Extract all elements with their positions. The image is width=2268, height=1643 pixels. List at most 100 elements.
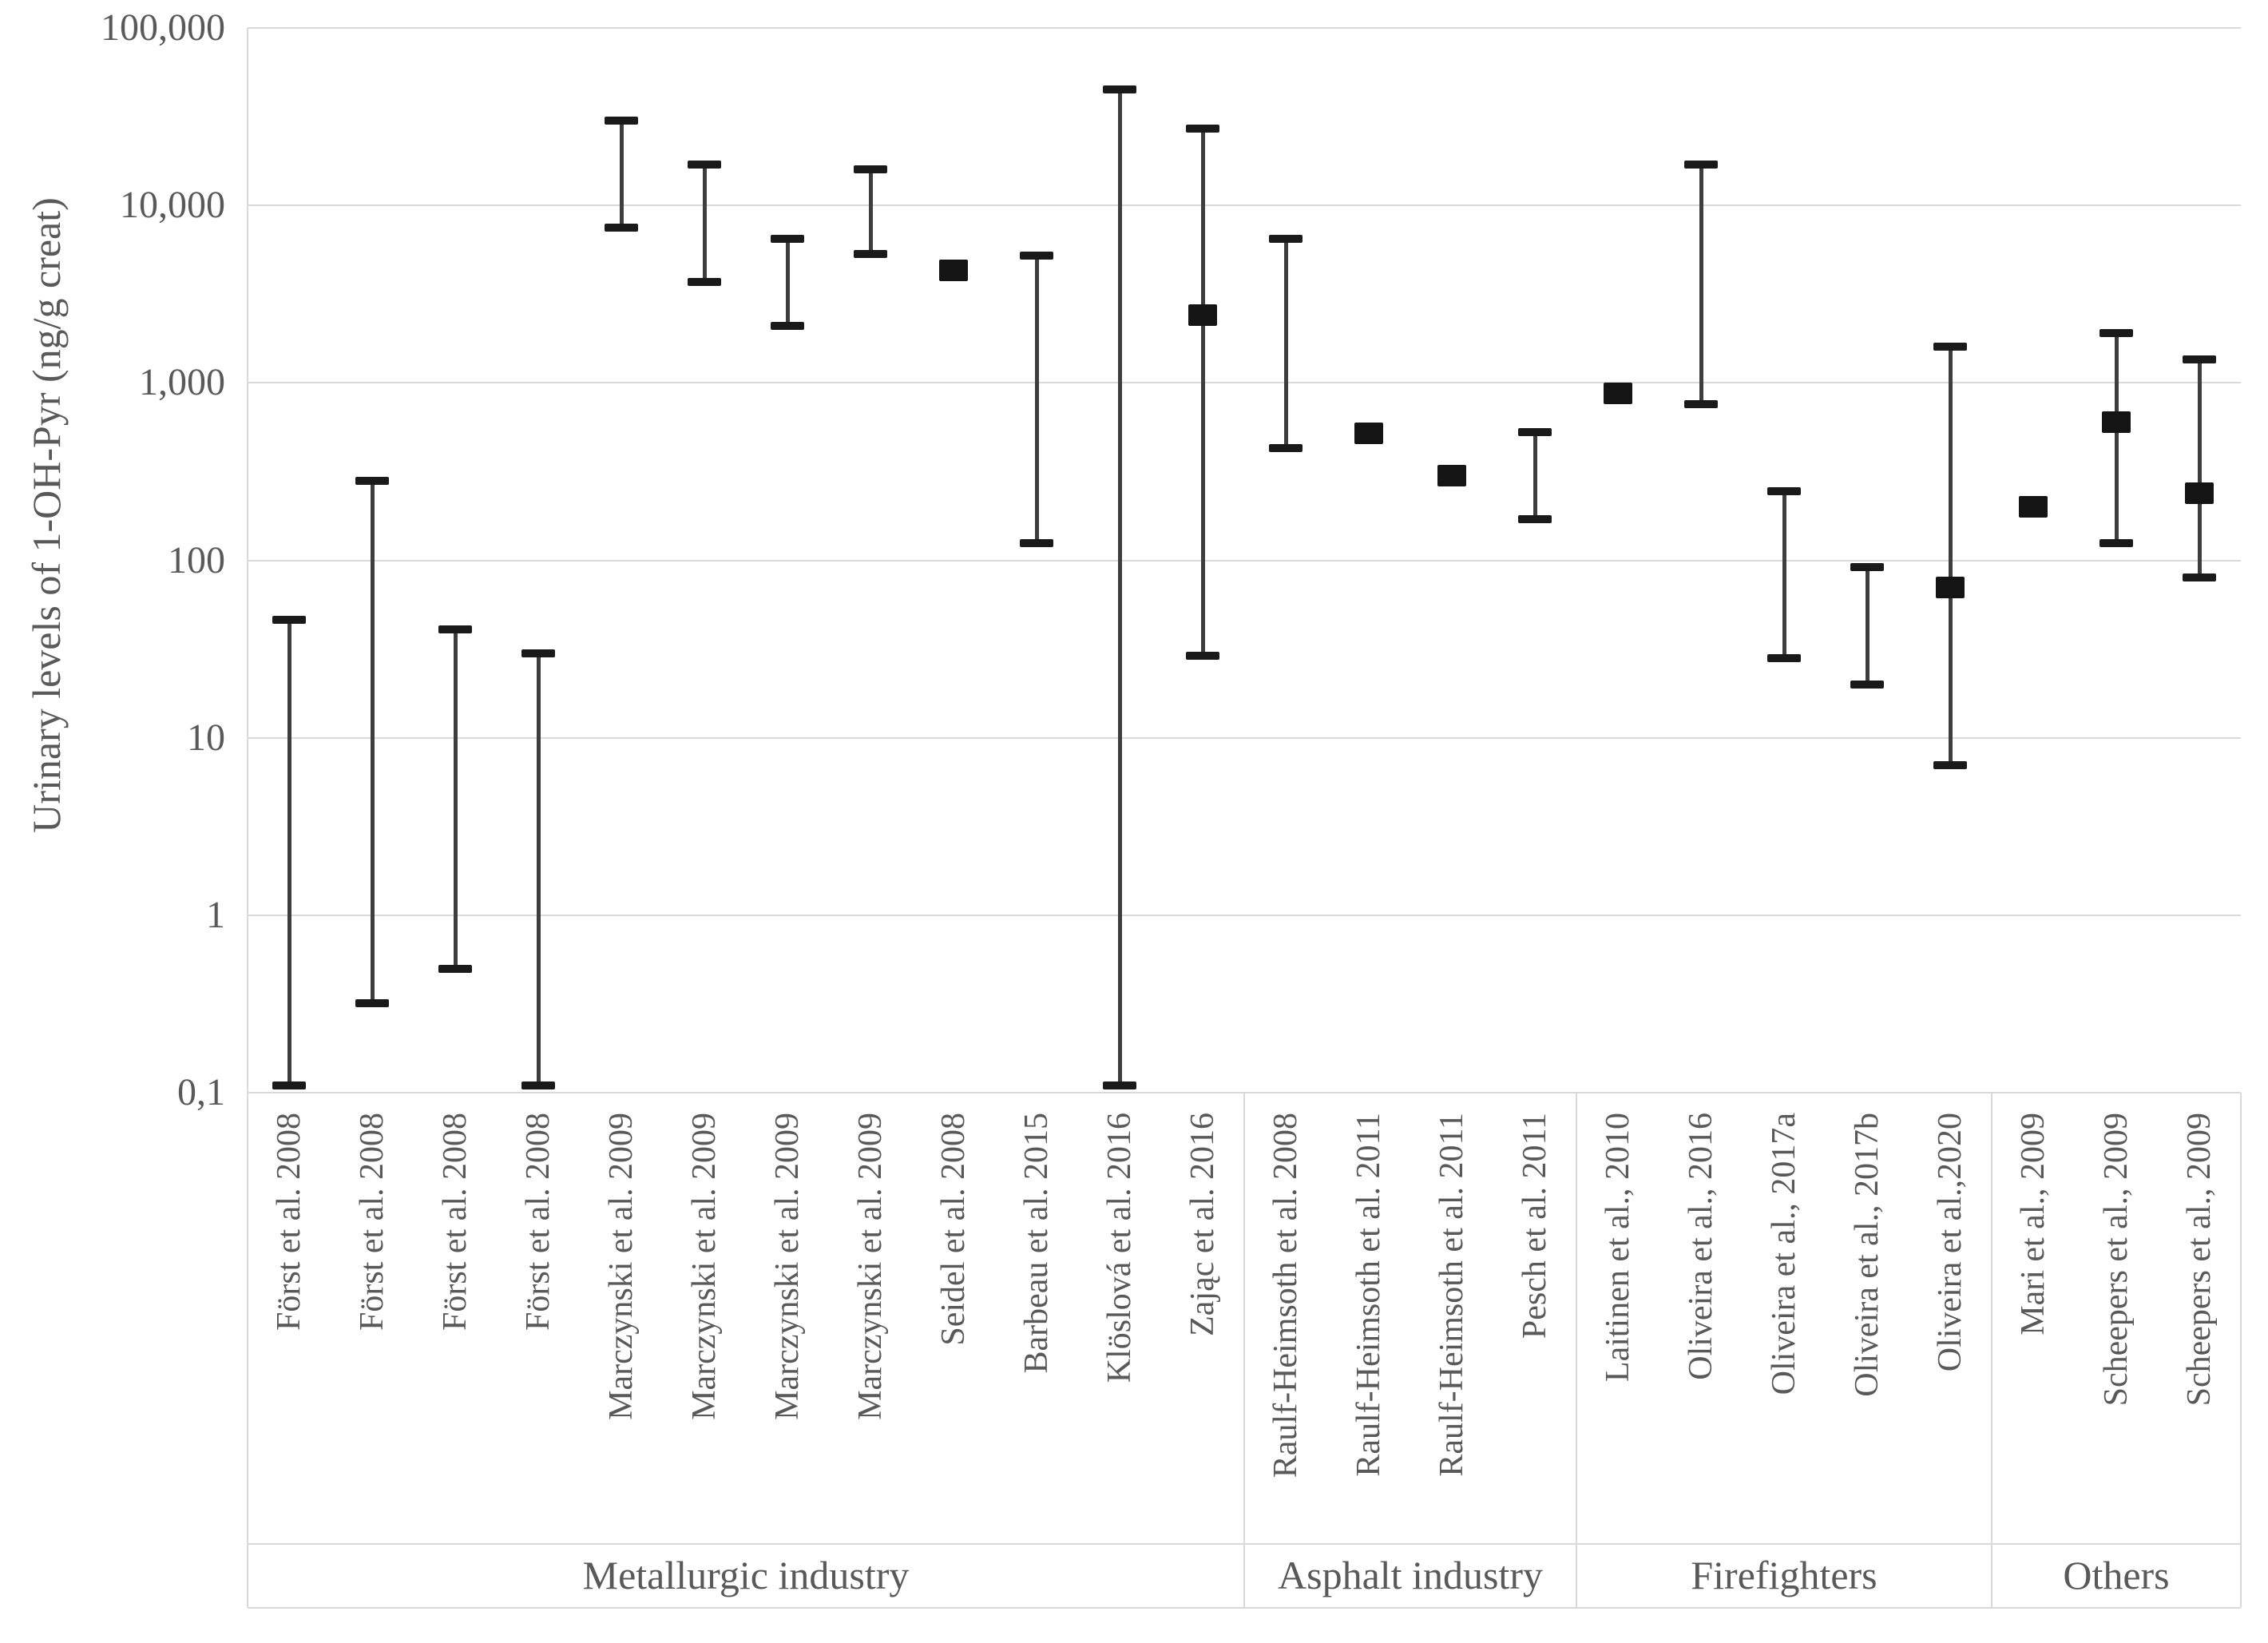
- error-bar-cap-top: [1020, 252, 1053, 260]
- error-bar-cap-bottom: [1186, 651, 1219, 660]
- mean-marker-square: [2185, 482, 2214, 504]
- error-bar-line: [868, 169, 873, 255]
- error-bar-line: [1200, 129, 1205, 656]
- study-label: Laitinen et al., 2010: [1600, 1113, 1636, 1383]
- group-label: Metallurgic industry: [582, 1553, 910, 1597]
- error-bar-cap-bottom: [355, 998, 389, 1007]
- mean-marker-square: [1437, 464, 1466, 486]
- error-bar-cap-top: [1269, 234, 1303, 243]
- error-bar-line: [370, 481, 375, 1003]
- mean-marker-square: [2102, 411, 2131, 434]
- error-bar-cap-top: [1103, 85, 1136, 94]
- error-bar-line: [536, 653, 541, 1085]
- y-tick-label: 10: [187, 716, 225, 759]
- error-bar-cap-bottom: [1020, 538, 1053, 547]
- y-tick-label: 1,000: [139, 361, 225, 404]
- error-bar-cap-top: [1933, 342, 1967, 351]
- study-label: Raulf-Heimsoth et al. 2011: [1350, 1113, 1387, 1477]
- error-bar-cap-bottom: [438, 964, 472, 973]
- study-label: Marczynski et al. 2009: [603, 1113, 640, 1420]
- error-bar-cap-top: [1684, 160, 1718, 169]
- error-bar-cap-top: [854, 165, 887, 173]
- study-label: Marczynski et al. 2009: [686, 1113, 723, 1420]
- error-bar-cap-bottom: [854, 250, 887, 259]
- group-label: Firefighters: [1691, 1553, 1877, 1597]
- error-bar-cap-top: [355, 477, 389, 486]
- error-bar-line: [1948, 346, 1953, 766]
- error-bar-cap-bottom: [1767, 654, 1801, 663]
- study-label: Oliveira et al., 2017a: [1766, 1113, 1802, 1395]
- study-label: Först et al. 2008: [271, 1113, 307, 1331]
- study-label: Raulf-Heimsoth et al. 2008: [1267, 1113, 1304, 1478]
- error-bar-cap-bottom: [521, 1081, 555, 1089]
- error-bar-line: [453, 629, 458, 969]
- error-bar-cap-bottom: [1103, 1081, 1136, 1089]
- study-label: Klöslová et al. 2016: [1101, 1113, 1138, 1383]
- error-bar-line: [1699, 164, 1703, 404]
- y-tick-label: 100,000: [101, 6, 225, 49]
- group-label: Asphalt industry: [1278, 1553, 1543, 1597]
- error-bar-line: [1532, 431, 1537, 520]
- study-label: Oliveira et al.,2020: [1932, 1113, 1969, 1372]
- group-box-bottom-border: [248, 1607, 2241, 1609]
- error-bar-cap-bottom: [1518, 515, 1552, 524]
- error-bar-line: [702, 164, 707, 283]
- group-box-top-border: [248, 1543, 2241, 1545]
- error-bar-line: [2114, 333, 2119, 543]
- study-label: Marczynski et al. 2009: [852, 1113, 889, 1420]
- error-bar-line: [1034, 256, 1039, 543]
- gridline: [248, 559, 2241, 562]
- error-bar-line: [1782, 491, 1786, 659]
- error-bar-cap-top: [438, 625, 472, 633]
- error-bar-cap-top: [1186, 125, 1219, 133]
- study-label: Oliveira et al., 2017b: [1849, 1113, 1885, 1397]
- error-bar-cap-top: [2183, 355, 2216, 364]
- error-bar-cap-top: [688, 160, 721, 169]
- study-label: Scheepers et al., 2009: [2181, 1113, 2218, 1407]
- error-bar-cap-top: [2099, 329, 2133, 338]
- error-bar-cap-bottom: [771, 321, 804, 330]
- study-label: Marczynski et al. 2009: [769, 1113, 806, 1420]
- group-label: Others: [2063, 1553, 2170, 1597]
- group-separator-line: [247, 1093, 248, 1607]
- mean-marker-square: [1936, 577, 1965, 599]
- error-bar-line: [785, 238, 790, 326]
- error-bar-cap-bottom: [1933, 761, 1967, 770]
- error-bar-line: [1117, 89, 1122, 1085]
- mean-marker-square: [939, 260, 968, 282]
- study-label: Först et al. 2008: [520, 1113, 557, 1331]
- study-label: Oliveira et al., 2016: [1683, 1113, 1719, 1380]
- mean-marker-square: [1354, 422, 1383, 444]
- study-label: Zając et al. 2016: [1184, 1113, 1221, 1336]
- gridline: [248, 914, 2241, 916]
- group-separator-line: [2240, 1093, 2242, 1607]
- gridline: [248, 736, 2241, 739]
- mean-marker-square: [1188, 304, 1217, 327]
- error-bar-cap-bottom: [605, 223, 638, 232]
- y-tick-label: 1: [206, 893, 225, 936]
- study-label: Först et al. 2008: [437, 1113, 474, 1331]
- study-label: Raulf-Heimsoth et al. 2011: [1433, 1113, 1470, 1477]
- study-label: Pesch et al. 2011: [1517, 1113, 1553, 1339]
- study-label: Scheepers et al., 2009: [2098, 1113, 2135, 1407]
- error-bar-cap-top: [521, 649, 555, 657]
- group-separator-line: [1991, 1093, 1992, 1607]
- gridline: [248, 27, 2241, 29]
- y-tick-label: 100: [168, 538, 225, 581]
- mean-marker-square: [1604, 383, 1632, 405]
- error-bar-cap-bottom: [1684, 399, 1718, 408]
- y-axis-line: [247, 28, 248, 1607]
- error-bar-cap-bottom: [1850, 680, 1884, 689]
- error-bar-cap-top: [1518, 427, 1552, 436]
- error-bar-line: [1865, 566, 1870, 685]
- y-tick-label: 10,000: [120, 184, 225, 227]
- error-bar-cap-top: [771, 234, 804, 243]
- error-bar-cap-top: [1767, 487, 1801, 496]
- error-bar-cap-top: [272, 616, 306, 625]
- study-label: Barbeau et al. 2015: [1018, 1113, 1055, 1374]
- gridline: [248, 204, 2241, 207]
- study-label: Först et al. 2008: [354, 1113, 391, 1331]
- error-bar-cap-top: [605, 117, 638, 125]
- gridline: [248, 382, 2241, 384]
